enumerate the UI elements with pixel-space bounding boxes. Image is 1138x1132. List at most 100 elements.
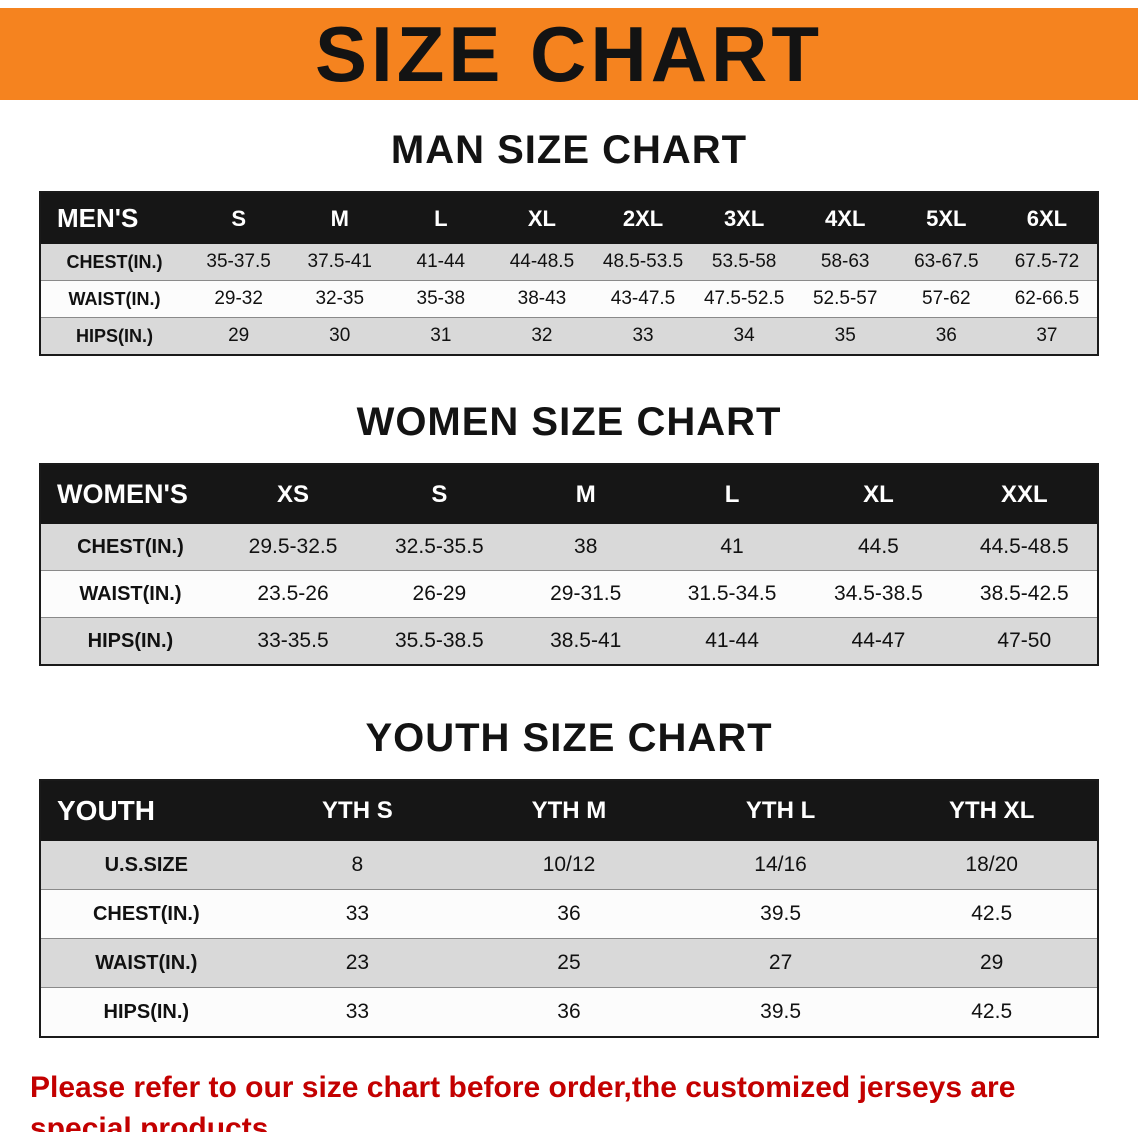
row-label: WAIST(IN.) bbox=[40, 938, 252, 988]
size-cell: 23.5-26 bbox=[219, 570, 367, 618]
size-cell: 29 bbox=[886, 938, 1098, 988]
size-cell: 26-29 bbox=[366, 570, 513, 618]
row-label: U.S.SIZE bbox=[40, 841, 252, 890]
size-cell: 37 bbox=[996, 317, 1098, 356]
size-column-header: M bbox=[330, 205, 349, 231]
size-cell: 42.5 bbox=[886, 987, 1098, 1038]
size-cell: 29-31.5 bbox=[512, 570, 659, 618]
size-column-header: XXL bbox=[1000, 480, 1048, 508]
size-cell: 36 bbox=[463, 987, 675, 1038]
size-cell: 47.5-52.5 bbox=[693, 280, 795, 318]
size-cell: 38-43 bbox=[491, 280, 593, 318]
size-cell: 41-44 bbox=[658, 617, 806, 666]
size-column-header: YTH L bbox=[745, 797, 816, 824]
size-cell: 53.5-58 bbox=[693, 244, 795, 281]
size-cell: 44.5-48.5 bbox=[951, 524, 1098, 571]
size-cell: 58-63 bbox=[794, 244, 896, 281]
row-label: CHEST(IN.) bbox=[40, 524, 220, 571]
size-cell: 25 bbox=[463, 938, 675, 988]
table-row: HIPS(IN.) 33 36 39.5 42.5 bbox=[40, 987, 1098, 1038]
row-label: WAIST(IN.) bbox=[40, 570, 220, 618]
size-column-header: YTH M bbox=[531, 797, 607, 824]
size-cell: 38 bbox=[512, 524, 659, 571]
footer-notice: Please refer to our size chart before or… bbox=[30, 1068, 1120, 1132]
size-cell: 44.5 bbox=[805, 524, 952, 571]
table-row: CHEST(IN.) 29.5-32.5 32.5-35.5 38 41 44.5 44.5… bbox=[40, 524, 1098, 571]
size-cell: 33 bbox=[251, 987, 464, 1038]
size-column-header: 3XL bbox=[723, 205, 765, 231]
size-cell: 37.5-41 bbox=[289, 244, 391, 281]
size-cell: 34 bbox=[693, 317, 795, 356]
table-corner-label: WOMEN'S bbox=[57, 479, 188, 509]
size-column-header: M bbox=[575, 480, 596, 508]
size-cell: 33-35.5 bbox=[219, 617, 367, 666]
row-label: HIPS(IN.) bbox=[40, 987, 252, 1038]
table-row: WAIST(IN.) 29-32 32-35 35-38 38-43 43-47.5 47.… bbox=[40, 280, 1098, 318]
youth-section: YOUTH SIZE CHART YOUTH YTH S YTH M YTH L YTH… bbox=[0, 716, 1138, 1038]
size-cell: 10/12 bbox=[463, 841, 675, 890]
size-cell: 32.5-35.5 bbox=[366, 524, 513, 571]
table-row: WAIST(IN.) 23.5-26 26-29 29-31.5 31.5-34.5 34… bbox=[40, 570, 1098, 618]
table-header-row: MEN'S S M L XL 2XL 3XL 4XL 5XL 6XL bbox=[40, 192, 1098, 244]
size-cell: 67.5-72 bbox=[996, 244, 1098, 281]
size-cell: 38.5-42.5 bbox=[951, 570, 1098, 618]
page-title: SIZE CHART bbox=[315, 9, 823, 98]
size-cell: 35.5-38.5 bbox=[366, 617, 513, 666]
row-label: CHEST(IN.) bbox=[40, 889, 252, 939]
size-column-header: S bbox=[231, 205, 246, 231]
size-column-header: YTH S bbox=[322, 797, 393, 824]
size-cell: 63-67.5 bbox=[895, 244, 997, 281]
table-row: CHEST(IN.) 33 36 39.5 42.5 bbox=[40, 889, 1098, 939]
notice-line-1: Please refer to our size chart before or… bbox=[30, 1071, 1016, 1132]
size-cell: 62-66.5 bbox=[996, 280, 1098, 318]
size-column-header: YTH XL bbox=[949, 797, 1035, 824]
size-column-header: 5XL bbox=[926, 205, 967, 231]
size-column-header: L bbox=[434, 205, 448, 231]
size-cell: 39.5 bbox=[674, 889, 887, 939]
size-cell: 29.5-32.5 bbox=[219, 524, 367, 571]
size-cell: 36 bbox=[463, 889, 675, 939]
size-column-header: 6XL bbox=[1026, 205, 1068, 231]
size-cell: 36 bbox=[895, 317, 997, 356]
row-label: HIPS(IN.) bbox=[40, 317, 189, 356]
size-cell: 33 bbox=[251, 889, 464, 939]
size-cell: 18/20 bbox=[886, 841, 1098, 890]
size-cell: 31 bbox=[390, 317, 492, 356]
table-row: HIPS(IN.) 29 30 31 32 33 34 35 36 37 bbox=[40, 317, 1098, 356]
row-label: HIPS(IN.) bbox=[40, 617, 220, 666]
banner: SIZE CHART bbox=[0, 8, 1138, 100]
size-cell: 44-48.5 bbox=[491, 244, 593, 281]
size-column-header: 2XL bbox=[622, 205, 664, 231]
men-section-heading: MAN SIZE CHART bbox=[390, 128, 748, 172]
size-cell: 48.5-53.5 bbox=[592, 244, 694, 281]
youth-section-heading: YOUTH SIZE CHART bbox=[365, 716, 773, 760]
size-cell: 14/16 bbox=[674, 841, 887, 890]
women-section: WOMEN SIZE CHART WOMEN'S XS S M L XL XXL CHEST(… bbox=[0, 400, 1138, 666]
size-column-header: XL bbox=[527, 205, 556, 231]
size-cell: 42.5 bbox=[886, 889, 1098, 939]
size-cell: 38.5-41 bbox=[512, 617, 659, 666]
women-size-table: WOMEN'S XS S M L XL XXL CHEST(IN.) 29.5-32.5 32.5… bbox=[39, 463, 1099, 666]
size-cell: 29 bbox=[188, 317, 290, 356]
size-column-header: XS bbox=[277, 480, 310, 508]
size-column-header: XL bbox=[863, 480, 894, 508]
youth-size-table: YOUTH YTH S YTH M YTH L YTH XL U.S.SIZE 8 10/12… bbox=[39, 779, 1099, 1038]
size-cell: 41 bbox=[658, 524, 806, 571]
size-cell: 33 bbox=[592, 317, 694, 356]
size-column-header: L bbox=[724, 480, 740, 508]
size-cell: 44-47 bbox=[805, 617, 952, 666]
size-cell: 30 bbox=[289, 317, 391, 356]
table-corner-label: MEN'S bbox=[57, 203, 139, 233]
size-cell: 32-35 bbox=[289, 280, 391, 318]
size-cell: 8 bbox=[251, 841, 464, 890]
size-cell: 52.5-57 bbox=[794, 280, 896, 318]
size-cell: 43-47.5 bbox=[592, 280, 694, 318]
size-cell: 29-32 bbox=[188, 280, 290, 318]
size-cell: 23 bbox=[251, 938, 464, 988]
table-row: HIPS(IN.) 33-35.5 35.5-38.5 38.5-41 41-44 44-… bbox=[40, 617, 1098, 666]
size-cell: 32 bbox=[491, 317, 593, 356]
size-cell: 39.5 bbox=[674, 987, 887, 1038]
size-cell: 35-38 bbox=[390, 280, 492, 318]
size-cell: 35-37.5 bbox=[188, 244, 290, 281]
row-label: WAIST(IN.) bbox=[40, 280, 189, 318]
